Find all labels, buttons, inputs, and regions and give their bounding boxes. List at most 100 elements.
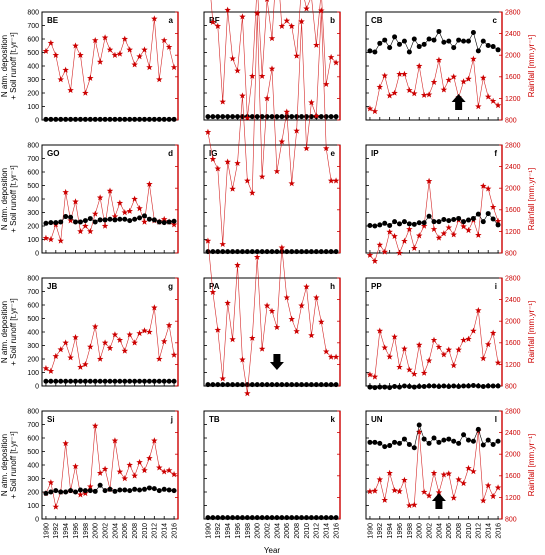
n-deposition-dot <box>382 220 388 226</box>
n-deposition-dot <box>259 515 265 521</box>
n-deposition-dot <box>127 378 133 384</box>
rainfall-star <box>293 127 300 134</box>
n-deposition-dot <box>77 378 83 384</box>
rainfall-star <box>396 488 403 495</box>
rainfall-star <box>288 315 295 322</box>
n-deposition-dot <box>68 214 74 220</box>
rainfall-star <box>146 180 153 187</box>
rainfall-star <box>376 476 384 483</box>
rainfall-star <box>82 222 89 229</box>
rainfall-star <box>42 234 50 241</box>
n-deposition-dot <box>122 378 128 384</box>
n-deposition-dot <box>244 515 250 521</box>
n-deposition-dot <box>294 114 300 120</box>
rainfall-star <box>303 283 310 290</box>
left-axis-label: N atm. deposition+ Soil runoff [t.yr⁻¹] <box>0 431 18 498</box>
rainfall-star <box>376 83 384 90</box>
rainfall-star <box>156 464 163 471</box>
rainfall-star <box>420 91 428 98</box>
x-tick-label: 1998 <box>245 523 252 539</box>
panel-ig: IG e <box>203 0 341 255</box>
rainfall-star <box>47 236 55 243</box>
n-deposition-dot <box>279 515 285 521</box>
rainfall-star <box>425 91 433 98</box>
rainfall-star <box>67 217 74 224</box>
rainfall-star <box>411 370 418 377</box>
n-deposition-dot <box>485 437 491 443</box>
rainfall-star <box>209 155 217 162</box>
n-deposition-dot <box>328 382 334 388</box>
n-deposition-dot <box>48 378 54 384</box>
n-deposition-dot <box>318 515 324 521</box>
n-deposition-dot <box>210 114 216 120</box>
rainfall-star <box>126 207 133 214</box>
n-deposition-dot <box>244 249 250 255</box>
left-tick-label: 0 <box>35 516 39 523</box>
rainfall-star <box>126 46 133 53</box>
n-deposition-dot <box>411 384 417 390</box>
left-tick-label: 700 <box>27 289 39 296</box>
n-deposition-dot <box>318 249 324 255</box>
x-tick-label: 2000 <box>93 523 100 539</box>
rainfall-star <box>366 105 374 112</box>
left-tick-label: 500 <box>27 183 39 190</box>
rainfall-line <box>207 240 337 394</box>
n-deposition-dot <box>82 218 88 224</box>
n-deposition-dot <box>456 215 462 221</box>
x-tick-label: 2000 <box>417 523 424 539</box>
rainfall-star <box>460 336 467 343</box>
n-deposition-dot <box>475 211 481 217</box>
x-tick-label: 1994 <box>387 523 394 539</box>
rainfall-star <box>332 59 340 66</box>
x-tick-label: 2012 <box>152 523 159 539</box>
n-deposition-dot <box>475 383 481 389</box>
right-axis-label: Rainfall [mm.yr⁻¹] <box>527 168 536 230</box>
panel-name: JB <box>47 282 57 291</box>
n-deposition-dot <box>58 219 64 225</box>
n-deposition-dot <box>456 37 462 43</box>
left-tick-label: 800 <box>27 408 39 415</box>
rainfall-star <box>146 454 153 461</box>
n-deposition-dot <box>411 36 417 42</box>
left-axis-label-line1: N atm. deposition <box>0 434 9 496</box>
n-deposition-dot <box>367 222 373 228</box>
x-tick-label: 1996 <box>235 523 242 539</box>
n-deposition-dot <box>436 28 442 34</box>
rainfall-star <box>445 224 453 231</box>
rainfall-star <box>141 327 148 334</box>
right-tick-label: 1600 <box>505 74 521 81</box>
rainfall-star <box>386 92 393 99</box>
rainfall-star <box>62 440 69 447</box>
rainfall-star <box>268 34 276 42</box>
rainfall-star <box>234 67 241 74</box>
n-deposition-dot <box>426 383 432 389</box>
n-deposition-dot <box>451 383 457 389</box>
n-deposition-dot <box>235 249 241 255</box>
rainfall-star <box>298 302 305 309</box>
n-deposition-dot <box>456 384 462 390</box>
n-deposition-dot <box>485 383 491 389</box>
rainfall-star <box>42 365 50 372</box>
n-deposition-dot <box>215 114 221 120</box>
n-deposition-dot <box>107 486 113 492</box>
left-tick-label: 200 <box>27 223 39 230</box>
x-tick-label: 2004 <box>436 523 443 539</box>
right-tick-label: 1200 <box>505 96 521 103</box>
n-deposition-dot <box>406 441 412 447</box>
n-deposition-dot <box>299 249 305 255</box>
x-tick-label: 2012 <box>314 523 321 539</box>
x-tick-label: 1992 <box>215 523 222 539</box>
n-deposition-dot <box>318 114 324 120</box>
x-tick-label: 1994 <box>225 523 232 539</box>
n-deposition-dot <box>451 45 457 51</box>
panel-name: UN <box>371 415 383 424</box>
panel-name: IG <box>209 149 217 158</box>
n-deposition-dot <box>411 445 417 451</box>
rainfall-star <box>371 107 379 115</box>
rainfall-star <box>126 331 133 338</box>
n-deposition-dot <box>382 384 388 390</box>
rainfall-star <box>156 355 163 362</box>
panel-name: TB <box>209 415 220 424</box>
rainfall-star <box>470 55 477 62</box>
n-deposition-dot <box>235 114 241 120</box>
